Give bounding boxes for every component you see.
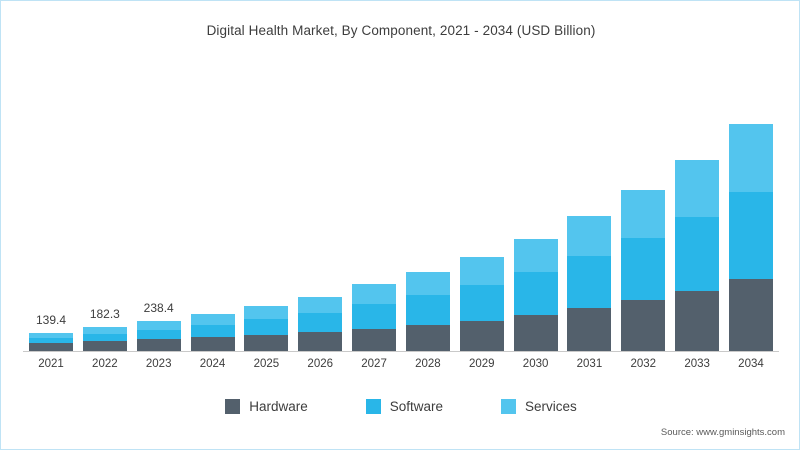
x-tick-2028: 2028 <box>415 358 441 370</box>
source-attribution: Source: www.gminsights.com <box>660 427 785 438</box>
bar-group-2026[interactable] <box>298 59 343 351</box>
bar-group-2025[interactable] <box>244 59 289 351</box>
chart-title: Digital Health Market, By Component, 202… <box>206 23 596 38</box>
bar-segment-services[interactable] <box>728 124 773 192</box>
x-axis-tick-labels: 2021 2022 2023 2024 2025 2026 2027 2028 2029 2030… <box>23 358 779 370</box>
bar-segment-hardware[interactable] <box>298 332 343 351</box>
x-tick-2021: 2021 <box>38 358 64 370</box>
bar-segment-services[interactable] <box>621 190 666 238</box>
bar-segment-software[interactable] <box>675 217 720 291</box>
bar-value-label: 238.4 <box>143 301 174 315</box>
bar-segment-hardware[interactable] <box>82 341 127 351</box>
bar-segment-hardware[interactable] <box>136 339 181 351</box>
bar-segment-services[interactable] <box>29 333 73 338</box>
bar-segment-hardware[interactable] <box>567 308 612 351</box>
bar-group-2032[interactable] <box>621 59 666 351</box>
bar-segment-services[interactable] <box>405 272 450 295</box>
bar-segment-services[interactable] <box>136 321 181 330</box>
x-tick-2024: 2024 <box>199 358 226 370</box>
bar-segment-software[interactable] <box>136 330 181 339</box>
bar-segment-services[interactable] <box>675 160 720 217</box>
legend-item-hardware[interactable]: Hardware <box>225 399 308 414</box>
bar-segment-services[interactable] <box>513 239 558 272</box>
bar-segment-hardware[interactable] <box>244 335 289 351</box>
bar-segment-software[interactable] <box>728 192 773 279</box>
x-tick-2029: 2029 <box>468 358 495 370</box>
bar-segment-services[interactable] <box>190 314 235 325</box>
bar-value-label: 182.3 <box>89 307 120 321</box>
x-tick-2030: 2030 <box>522 358 549 370</box>
x-tick-2033: 2033 <box>684 358 710 370</box>
bar-segment-software[interactable] <box>82 334 127 341</box>
bar-segment-hardware[interactable] <box>190 337 235 351</box>
bar-segment-services[interactable] <box>82 327 127 334</box>
bar-segment-software[interactable] <box>567 256 612 308</box>
legend-label: Hardware <box>249 399 308 414</box>
bar-group-2033[interactable] <box>675 59 720 351</box>
x-tick-2026: 2026 <box>307 358 334 370</box>
bar-group-2024[interactable] <box>190 59 235 351</box>
bar-segment-hardware[interactable] <box>352 329 397 351</box>
x-tick-2022: 2022 <box>92 358 118 370</box>
bar-segment-software[interactable] <box>405 295 450 325</box>
bar-segment-software[interactable] <box>29 338 73 343</box>
legend-swatch-icon <box>501 399 517 414</box>
bar-group-2022[interactable]: 182.3 <box>82 59 127 351</box>
bar-segment-hardware[interactable] <box>675 291 720 351</box>
bar-segment-software[interactable] <box>513 272 558 315</box>
legend-item-software[interactable]: Software <box>365 399 444 414</box>
legend-item-services[interactable]: Services <box>501 399 577 414</box>
bar-group-2021[interactable]: 139.4 <box>29 59 73 351</box>
bar-segment-hardware[interactable] <box>513 315 558 351</box>
bar-segment-services[interactable] <box>352 284 397 304</box>
bar-segment-software[interactable] <box>190 325 235 337</box>
x-axis-line <box>23 351 779 352</box>
bar-segment-services[interactable] <box>567 216 612 256</box>
bar-group-2028[interactable] <box>405 59 450 351</box>
x-tick-2027: 2027 <box>361 358 387 370</box>
bar-group-2029[interactable] <box>459 59 504 351</box>
bar-group-2034[interactable] <box>728 59 773 351</box>
bar-series-group: 139.4 182.3 238.4 <box>23 59 779 351</box>
bar-group-2031[interactable] <box>567 59 612 351</box>
bar-segment-software[interactable] <box>352 304 397 329</box>
bar-segment-hardware[interactable] <box>621 300 666 351</box>
bar-segment-software[interactable] <box>621 238 666 300</box>
bar-value-label: 139.4 <box>35 313 67 327</box>
legend-label: Services <box>525 399 577 414</box>
bar-group-2023[interactable]: 238.4 <box>136 59 181 351</box>
x-tick-2032: 2032 <box>630 358 657 370</box>
bar-segment-services[interactable] <box>459 257 504 285</box>
x-tick-2031: 2031 <box>576 358 603 370</box>
bar-segment-hardware[interactable] <box>29 343 73 351</box>
bar-segment-hardware[interactable] <box>405 325 450 351</box>
bar-segment-software[interactable] <box>298 313 343 332</box>
bar-segment-services[interactable] <box>244 306 289 319</box>
bar-segment-software[interactable] <box>459 285 504 321</box>
chart-legend: Hardware Software Services <box>1 399 800 414</box>
x-tick-2023: 2023 <box>145 358 172 370</box>
x-tick-2025: 2025 <box>253 358 280 370</box>
x-tick-2034: 2034 <box>738 358 764 370</box>
legend-swatch-icon <box>365 399 381 414</box>
bar-segment-hardware[interactable] <box>459 321 504 351</box>
bar-segment-software[interactable] <box>244 319 289 335</box>
legend-label: Software <box>389 399 444 414</box>
legend-swatch-icon <box>225 399 241 414</box>
bar-group-2027[interactable] <box>352 59 397 351</box>
bar-group-2030[interactable] <box>513 59 558 351</box>
bar-segment-services[interactable] <box>298 297 343 313</box>
bar-segment-hardware[interactable] <box>728 279 773 351</box>
